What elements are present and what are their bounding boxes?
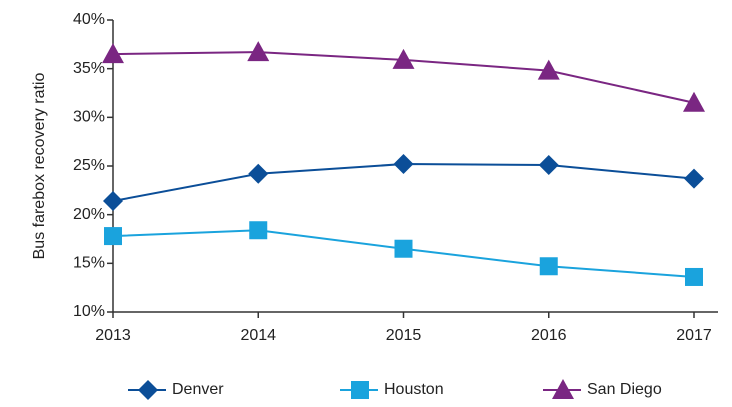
data-point <box>102 43 124 64</box>
data-point <box>684 168 704 189</box>
y-tick-label: 35% <box>73 60 105 77</box>
data-point <box>103 191 123 212</box>
y-tick-label: 30% <box>73 109 105 126</box>
data-point <box>248 163 269 184</box>
data-point <box>538 155 559 176</box>
y-tick-label: 15% <box>73 255 105 272</box>
data-point <box>537 59 560 80</box>
y-tick-label: 25% <box>73 157 105 174</box>
legend-label: San Diego <box>587 381 662 398</box>
data-point <box>104 227 122 246</box>
data-point <box>539 257 558 276</box>
legend-marker <box>552 379 574 399</box>
data-point <box>249 221 268 240</box>
y-tick-label: 40% <box>73 11 105 28</box>
legend-marker <box>138 380 158 400</box>
data-point <box>393 154 414 175</box>
x-tick-label: 2014 <box>240 327 276 344</box>
data-point <box>392 48 415 69</box>
y-axis-label: Bus farebox recovery ratio <box>31 73 48 260</box>
y-tick-label: 10% <box>73 303 105 320</box>
legend-marker <box>351 381 369 399</box>
data-point <box>685 267 703 286</box>
x-tick-label: 2017 <box>676 327 712 344</box>
legend-label: Houston <box>384 381 444 398</box>
data-point <box>247 41 270 62</box>
x-tick-label: 2015 <box>386 327 422 344</box>
data-point <box>394 239 413 258</box>
x-tick-label: 2013 <box>95 327 131 344</box>
data-point <box>683 91 705 112</box>
x-tick-label: 2016 <box>531 327 567 344</box>
y-tick-label: 20% <box>73 206 105 223</box>
legend-label: Denver <box>172 381 224 398</box>
